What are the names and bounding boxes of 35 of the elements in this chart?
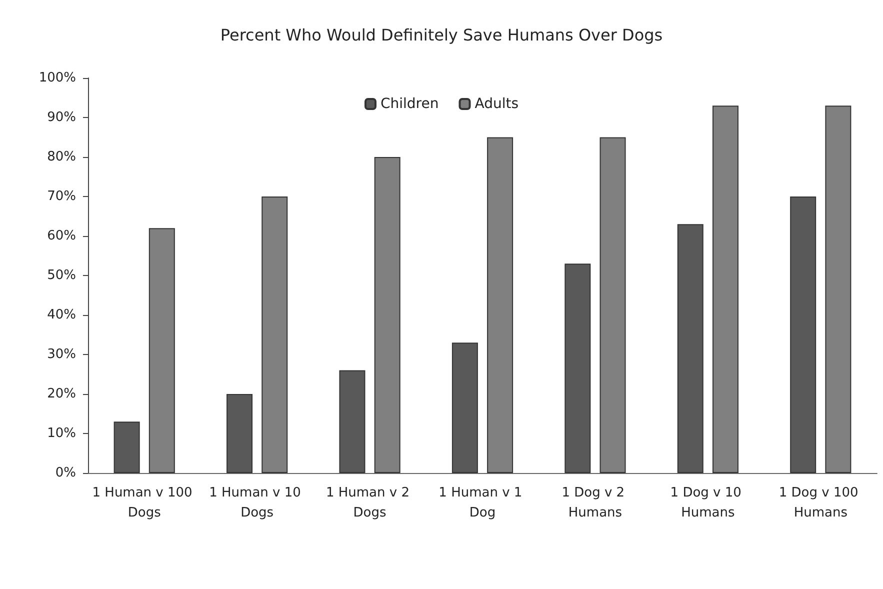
y-tick-label: 80% [47, 150, 76, 164]
legend-label: Adults [474, 96, 519, 112]
bar [148, 228, 175, 473]
y-tick-label: 30% [47, 347, 76, 362]
bar [262, 196, 288, 473]
y-tick-label: 20% [47, 386, 76, 402]
x-tick-label: 1 Human v 1 Dog [438, 486, 526, 520]
bar [226, 394, 253, 473]
bar [114, 422, 140, 473]
bar [712, 106, 738, 473]
bar [790, 196, 816, 473]
y-tick-label: 50% [47, 268, 76, 283]
chart-title: Percent Who Would Definitely Save Humans Over Dogs [220, 26, 663, 44]
bar [374, 157, 400, 473]
y-tick-label: 0% [55, 466, 76, 480]
bar [600, 137, 626, 473]
bar [825, 106, 852, 473]
x-tick-label: 1 Human v 2 Dogs [326, 486, 414, 520]
bar [677, 224, 704, 473]
y-tick-label: 40% [47, 308, 76, 322]
legend-label: Children [380, 96, 439, 112]
y-tick-label: 60% [47, 228, 76, 244]
bar [487, 137, 514, 473]
y-tick-label: 70% [47, 189, 76, 204]
x-tick-label: 1 Dog v 2 Humans [562, 486, 629, 520]
bar [339, 370, 366, 473]
x-tick-label: 1 Dog v 10 Humans [670, 486, 746, 520]
bar [452, 342, 478, 473]
y-tick-label: 10% [47, 426, 76, 441]
x-tick-label: 1 Human v 10 Dogs [209, 486, 306, 520]
y-tick-label: 100% [38, 70, 76, 86]
x-tick-label: 1 Human v 100 Dogs [92, 486, 196, 520]
bar [564, 264, 591, 473]
x-tick-label: 1 Dog v 100 Humans [778, 486, 862, 520]
y-tick-label: 90% [47, 110, 76, 125]
